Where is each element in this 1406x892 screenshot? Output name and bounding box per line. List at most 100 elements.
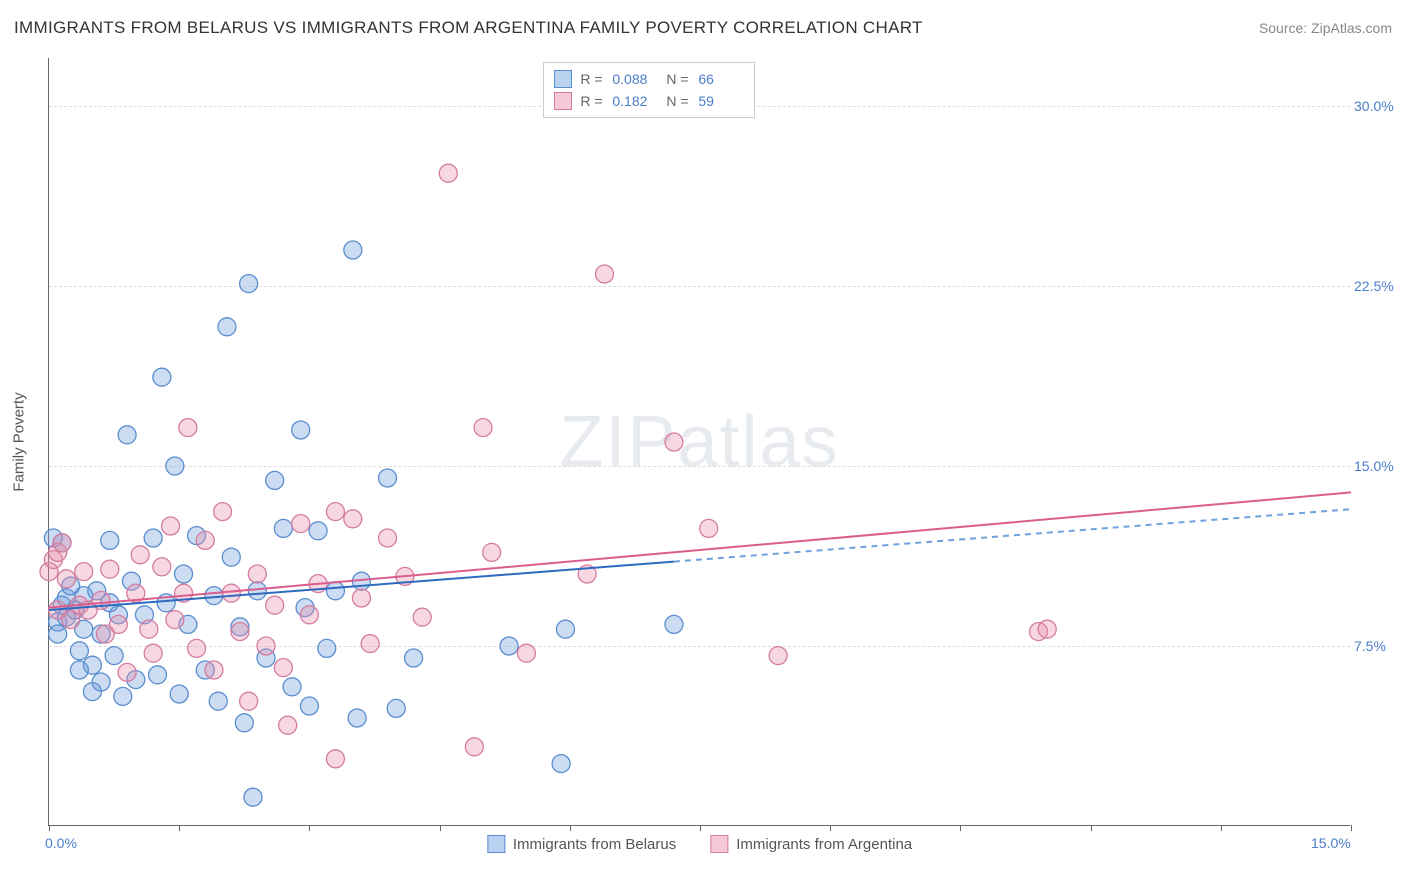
scatter-point [153,558,171,576]
scatter-point [552,755,570,773]
scatter-point [144,644,162,662]
r-label: R = [580,93,604,109]
scatter-point [665,433,683,451]
x-tick-mark [960,825,961,831]
chart-svg [49,58,1350,825]
r-label: R = [580,71,604,87]
y-tick-label: 30.0% [1354,98,1400,114]
swatch-belarus [487,835,505,853]
x-tick-mark [1351,825,1352,831]
scatter-point [326,582,344,600]
scatter-point [318,639,336,657]
scatter-point [75,563,93,581]
scatter-point [465,738,483,756]
n-label: N = [666,93,690,109]
scatter-point [361,635,379,653]
scatter-point [196,531,214,549]
x-tick-label: 15.0% [1311,835,1351,851]
scatter-point [292,515,310,533]
scatter-point [231,623,249,641]
scatter-point [70,642,88,660]
scatter-point [144,529,162,547]
scatter-point [214,503,232,521]
scatter-point [387,699,405,717]
scatter-point [49,625,67,643]
scatter-point [413,608,431,626]
scatter-point [92,673,110,691]
scatter-point [379,469,397,487]
r-value-argentina: 0.182 [612,93,658,109]
scatter-point [205,661,223,679]
scatter-point [83,656,101,674]
scatter-point [244,788,262,806]
scatter-point [105,647,123,665]
x-tick-mark [700,825,701,831]
scatter-point [500,637,518,655]
legend-item-belarus: Immigrants from Belarus [487,835,676,853]
legend-label-argentina: Immigrants from Argentina [736,836,912,853]
swatch-argentina [710,835,728,853]
scatter-point [170,685,188,703]
legend-label-belarus: Immigrants from Belarus [513,836,676,853]
y-axis-label: Family Poverty [11,392,28,491]
scatter-point [274,519,292,537]
legend-bottom: Immigrants from Belarus Immigrants from … [487,835,912,853]
n-value-argentina: 59 [698,93,744,109]
x-tick-mark [179,825,180,831]
x-tick-mark [1221,825,1222,831]
scatter-point [769,647,787,665]
scatter-point [140,620,158,638]
y-tick-label: 15.0% [1354,458,1400,474]
scatter-point [240,692,258,710]
scatter-point [596,265,614,283]
scatter-point [266,471,284,489]
x-tick-mark [309,825,310,831]
scatter-point [439,164,457,182]
scatter-point [474,419,492,437]
scatter-point [292,421,310,439]
x-tick-mark [570,825,571,831]
trend-line-extrapolated [674,509,1351,561]
scatter-point [257,637,275,655]
stats-legend-box: R = 0.088 N = 66 R = 0.182 N = 59 [543,62,755,118]
scatter-point [166,611,184,629]
scatter-point [248,582,266,600]
scatter-point [665,615,683,633]
scatter-point [300,697,318,715]
scatter-point [222,584,240,602]
legend-item-argentina: Immigrants from Argentina [710,835,912,853]
x-tick-mark [440,825,441,831]
scatter-point [162,517,180,535]
scatter-point [53,534,71,552]
scatter-point [300,606,318,624]
scatter-point [188,639,206,657]
scatter-point [266,596,284,614]
swatch-argentina [554,92,572,110]
scatter-point [309,522,327,540]
scatter-point [118,426,136,444]
scatter-point [209,692,227,710]
scatter-point [179,419,197,437]
trend-line [49,492,1351,607]
scatter-point [279,716,297,734]
scatter-point [326,503,344,521]
scatter-point [153,368,171,386]
scatter-point [483,543,501,561]
scatter-point [235,714,253,732]
scatter-point [149,666,167,684]
scatter-point [352,589,370,607]
scatter-point [114,687,132,705]
scatter-point [405,649,423,667]
scatter-point [344,241,362,259]
n-label: N = [666,71,690,87]
n-value-belarus: 66 [698,71,744,87]
scatter-point [344,510,362,528]
scatter-point [379,529,397,547]
scatter-point [109,615,127,633]
chart-title: IMMIGRANTS FROM BELARUS VS IMMIGRANTS FR… [14,18,923,38]
scatter-point [205,587,223,605]
x-tick-mark [830,825,831,831]
scatter-point [348,709,366,727]
scatter-point [326,750,344,768]
scatter-point [283,678,301,696]
